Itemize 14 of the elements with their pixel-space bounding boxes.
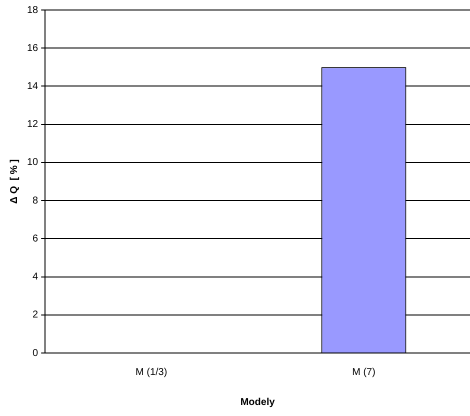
y-tick-label: 4 [32, 272, 39, 283]
y-axis-title: Δ Q [ % ] [8, 159, 20, 204]
y-tick-label: 8 [32, 195, 39, 206]
y-tick-label: 2 [32, 310, 39, 321]
y-tick-label: 12 [27, 119, 39, 130]
y-tick-label: 10 [27, 157, 39, 168]
y-tick-label: 16 [27, 42, 39, 54]
y-tick-label: 6 [32, 233, 39, 244]
x-tick-label: M (7) [352, 366, 376, 378]
x-tick-label: M (1/3) [136, 366, 168, 378]
y-tick-label: 18 [27, 4, 39, 16]
y-tick-label: 14 [27, 80, 39, 92]
x-axis-title: Modely [240, 396, 276, 408]
y-tick-label: 0 [32, 348, 39, 359]
